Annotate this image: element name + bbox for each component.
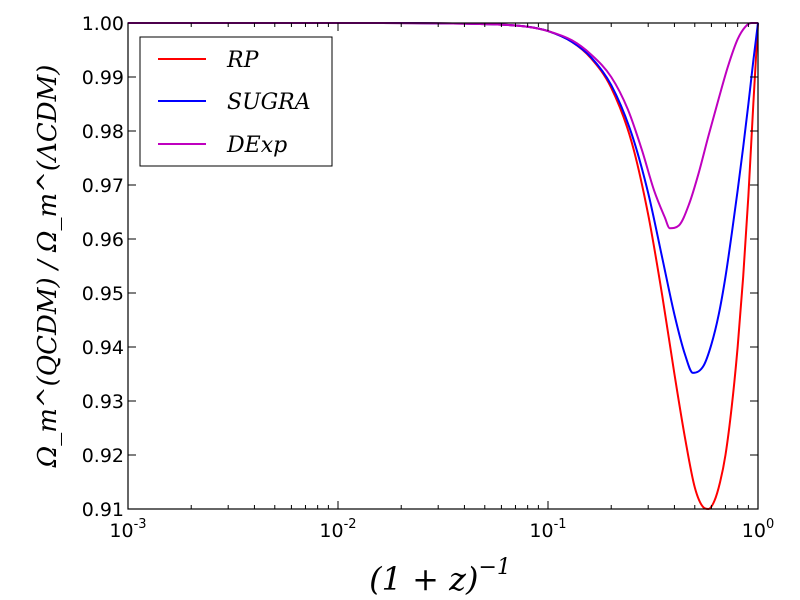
x-tick-label-exponent: -3 <box>134 517 147 532</box>
y-tick-label: 0.96 <box>82 229 124 251</box>
legend-label-dexp: DExp <box>226 133 287 158</box>
y-tick-label: 0.91 <box>82 499 124 521</box>
x-axis-label: (1 + z)−1 <box>369 555 511 598</box>
legend-label-rp: RP <box>226 48 260 73</box>
y-tick-label: 0.99 <box>82 67 124 89</box>
y-tick-label: 0.93 <box>82 391 124 413</box>
y-tick-label: 0.94 <box>82 337 124 359</box>
tick-label-layer: 10-3 10-2 10-1 1000.910.920.930.940.950.960… <box>82 13 775 542</box>
x-tick-label-base: 10 <box>742 520 766 542</box>
y-axis-label: Ω_m^(QCDM) / Ω_m^(ΛCDM) <box>33 65 63 469</box>
x-tick-label-exponent: 0 <box>766 517 774 532</box>
x-tick-label-base: 10 <box>109 520 133 542</box>
x-tick-label: 10-3 <box>109 517 146 542</box>
x-tick-label-base: 10 <box>529 520 553 542</box>
legend-label-sugra: SUGRA <box>227 90 311 115</box>
x-tick-label-base: 10 <box>319 520 343 542</box>
y-tick-label: 0.98 <box>82 121 124 143</box>
legend: RP SUGRA DExp <box>139 36 333 167</box>
x-tick-label: 10-1 <box>529 517 566 542</box>
x-axis-label-exponent: −1 <box>478 555 510 580</box>
y-tick-label: 0.92 <box>82 445 124 467</box>
plot-frame <box>127 22 759 510</box>
y-tick-label: 0.97 <box>82 175 124 197</box>
x-tick-label: 10-2 <box>319 517 356 542</box>
y-tick-label: 0.95 <box>82 283 124 305</box>
x-tick-label: 100 <box>742 517 774 542</box>
x-axis-label-base: (1 + z) <box>369 560 478 598</box>
y-tick-label: 1.00 <box>82 13 124 35</box>
x-tick-label-exponent: -1 <box>554 517 567 532</box>
x-tick-label-exponent: -2 <box>344 517 357 532</box>
